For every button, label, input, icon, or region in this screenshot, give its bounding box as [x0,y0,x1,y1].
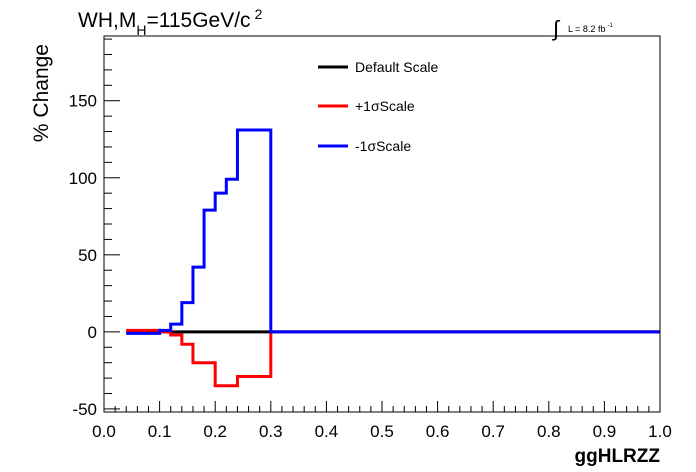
legend: Default Scale +1σScale -1σScale [318,59,438,154]
x-tick-label: 1.0 [648,422,672,441]
x-tick-label: 0.3 [259,422,283,441]
series-line-plus1sigma-scale [126,328,660,388]
x-tick-label: 0.8 [537,422,561,441]
y-tick-label: 150 [69,92,97,111]
y-tick-label: 50 [78,246,97,265]
legend-label-default: Default Scale [355,59,438,75]
lumi-integral-symbol: ∫ [551,16,561,41]
x-tick-label: 0.1 [148,422,172,441]
y-axis-ticks: -50 0 50 100 150 [69,38,120,419]
x-tick-label: 0.4 [315,422,339,441]
y-axis-label: % Change [30,44,53,142]
x-tick-label: 0.9 [593,422,617,441]
series-line-minus1sigma-scale [126,128,660,335]
plot-frame [103,35,661,413]
y-tick-label: -50 [72,400,97,419]
y-tick-label: 0 [88,323,97,342]
x-tick-label: 0.6 [426,422,450,441]
x-tick-label: 0.5 [370,422,394,441]
legend-label-plus1sigma: +1σScale [355,98,415,114]
x-tick-label: 0.2 [203,422,227,441]
x-tick-label: 0.0 [92,422,116,441]
x-tick-label: 0.7 [481,422,505,441]
x-axis-label: ggHLRZZ [575,446,661,467]
legend-label-minus1sigma: -1σScale [355,138,411,154]
chart-title: WH,MH=115GeV/c 2 [78,6,263,38]
lumi-label: L = 8.2 fb -1 [568,23,613,34]
y-tick-label: 100 [69,169,97,188]
series-group [126,128,660,388]
x-axis-ticks: 0.0 0.1 0.2 0.3 0.4 0.5 0.6 0.7 0.8 0.9 1.0 [92,401,672,441]
